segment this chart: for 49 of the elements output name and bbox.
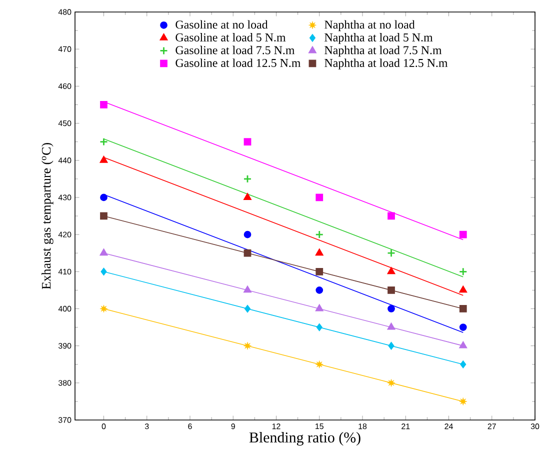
point bbox=[459, 342, 467, 348]
point bbox=[315, 360, 324, 368]
point bbox=[100, 248, 108, 256]
point bbox=[100, 212, 108, 220]
point bbox=[459, 230, 467, 238]
point bbox=[100, 101, 108, 108]
point bbox=[460, 360, 466, 368]
x-axis-title: Blending ratio (%) bbox=[249, 432, 360, 446]
point bbox=[387, 378, 396, 387]
point bbox=[244, 193, 252, 200]
point bbox=[388, 286, 395, 294]
legend-label: Gasoline at load 7.5 N.m bbox=[176, 46, 295, 54]
point bbox=[387, 267, 396, 274]
legend-label: Naphtha at no load bbox=[324, 20, 415, 32]
point bbox=[388, 305, 395, 312]
point bbox=[316, 304, 324, 312]
legend-label: Naphtha at load 7.5 N.m bbox=[324, 46, 442, 57]
point bbox=[316, 248, 324, 256]
legend-label: Naphtha at load 5 N.m bbox=[324, 33, 433, 44]
point bbox=[387, 322, 396, 330]
point bbox=[459, 324, 467, 331]
point bbox=[244, 138, 252, 146]
point bbox=[316, 194, 324, 202]
point bbox=[244, 342, 252, 350]
point bbox=[244, 249, 252, 257]
point bbox=[243, 174, 252, 184]
point bbox=[316, 268, 324, 276]
point bbox=[388, 212, 395, 220]
y-axis-title: Exhaust gas temparture ($^{o}$C) bbox=[42, 143, 54, 290]
point bbox=[459, 398, 468, 406]
point bbox=[387, 248, 396, 258]
point bbox=[244, 286, 252, 293]
legend-label: Gasoline at load 12.5 N.m bbox=[176, 58, 301, 68]
legend-label: Gasoline at load 5 N.m bbox=[176, 33, 286, 42]
legend-label: Gasoline at no load bbox=[176, 20, 268, 29]
point bbox=[100, 268, 107, 276]
point bbox=[100, 156, 108, 163]
point bbox=[100, 138, 108, 146]
point bbox=[100, 304, 108, 313]
point bbox=[244, 305, 250, 312]
point bbox=[459, 286, 467, 293]
point bbox=[316, 324, 322, 331]
point bbox=[388, 342, 394, 350]
point bbox=[316, 286, 324, 294]
point bbox=[459, 305, 467, 312]
point bbox=[100, 194, 108, 202]
point bbox=[244, 230, 252, 238]
legend-label: Naphtha at load 12.5 N.m bbox=[324, 58, 448, 70]
point bbox=[315, 230, 324, 239]
